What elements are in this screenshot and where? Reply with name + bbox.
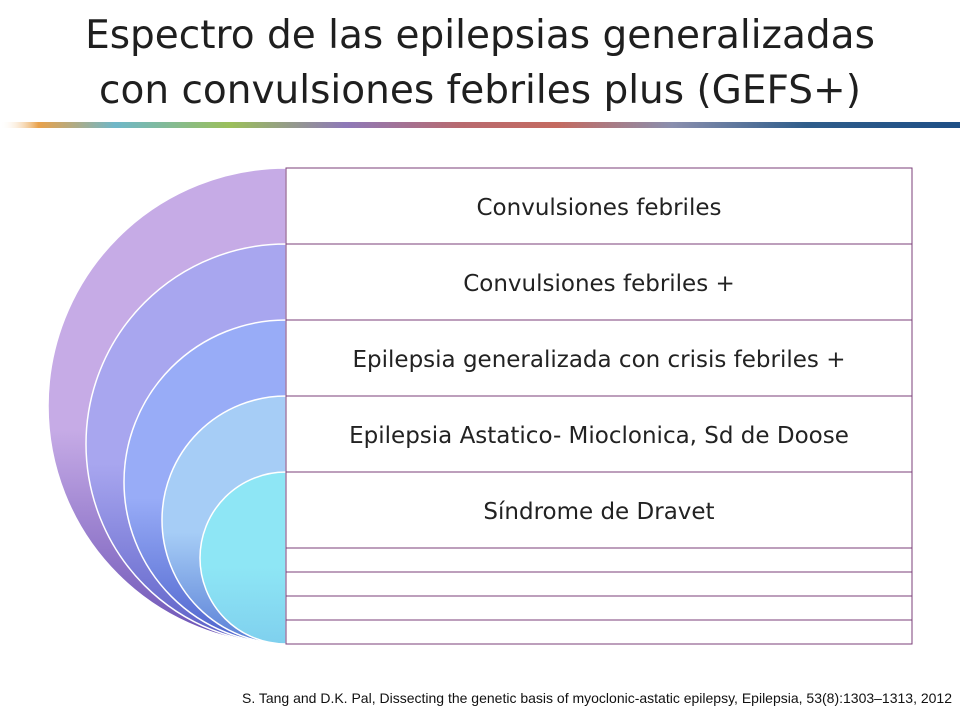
spectrum-row-label-1: Convulsiones febriles xyxy=(477,195,722,221)
rows-panel xyxy=(285,167,913,645)
slide-title: Espectro de las epilepsias generalizadas… xyxy=(0,8,960,118)
spectrum-arc-5 xyxy=(199,471,287,645)
spectrum-row-label-3: Epilepsia generalizada con crisis febril… xyxy=(353,347,846,373)
title-line-1: Espectro de las epilepsias generalizadas xyxy=(85,13,875,58)
title-line-2: con convulsiones febriles plus (GEFS+) xyxy=(99,68,861,113)
title-underline xyxy=(0,122,960,128)
spectrum-row-label-5: Síndrome de Dravet xyxy=(483,499,714,525)
spectrum-row-label-2: Convulsiones febriles + xyxy=(463,271,735,297)
citation: S. Tang and D.K. Pal, Dissecting the gen… xyxy=(241,690,952,706)
spectrum-row-label-4: Epilepsia Astatico- Mioclonica, Sd de Do… xyxy=(349,423,849,449)
